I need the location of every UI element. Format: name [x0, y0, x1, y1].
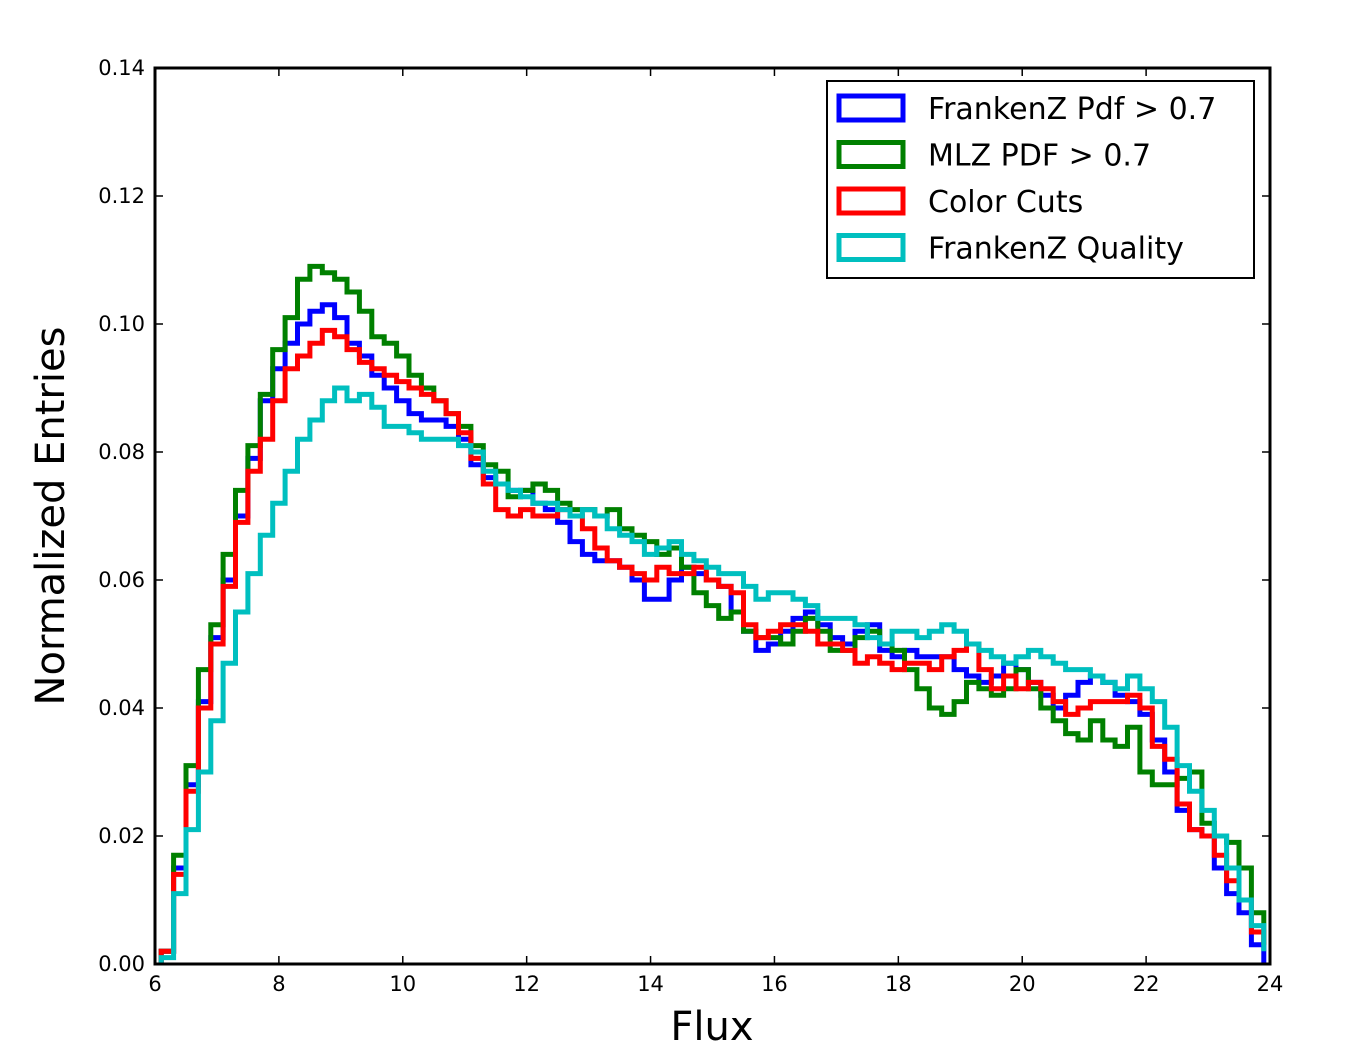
y-tick-label: 0.14: [98, 56, 145, 80]
y-tick-label: 0.06: [98, 568, 145, 592]
x-tick-label: 20: [1009, 972, 1036, 996]
x-tick-label: 10: [389, 972, 416, 996]
plot-frame: [153, 66, 1272, 966]
legend-swatch-1: [836, 93, 906, 123]
legend: FrankenZ Pdf > 0.7 MLZ PDF > 0.7 Color Cut…: [826, 80, 1255, 279]
legend-swatch-3: [836, 186, 906, 216]
y-tick-label: 0.02: [98, 824, 145, 848]
x-axis: 6 8 10 12 14 16 18 20 22 24: [148, 68, 1283, 996]
legend-label-4: FrankenZ Quality: [928, 232, 1184, 267]
x-tick-label: 22: [1133, 972, 1160, 996]
legend-label-3: Color Cuts: [928, 185, 1083, 220]
y-tick-label: 0.12: [98, 184, 145, 208]
legend-box: [826, 80, 1255, 279]
x-tick-label: 16: [761, 972, 788, 996]
series-line-4: [158, 385, 1267, 964]
x-tick-label: 12: [513, 972, 540, 996]
y-axis-title: Normalized Entries: [28, 327, 74, 706]
legend-swatch-4: [836, 233, 906, 262]
legend-label-1: FrankenZ Pdf > 0.7: [928, 92, 1216, 127]
y-axis: 0.00 0.02 0.04 0.06 0.08 0.10 0.12 0.14: [98, 56, 1270, 976]
y-tick-label: 0.00: [98, 952, 145, 976]
legend-label-2: MLZ PDF > 0.7: [928, 139, 1151, 174]
legend-swatch-2: [836, 140, 906, 169]
x-tick-label: 24: [1257, 972, 1284, 996]
x-tick-label: 6: [148, 972, 161, 996]
y-tick-label: 0.10: [98, 312, 145, 336]
x-tick-label: 14: [637, 972, 664, 996]
y-tick-label: 0.08: [98, 440, 145, 464]
x-tick-label: 18: [885, 972, 912, 996]
series-layer: [158, 263, 1267, 964]
x-axis-title: Flux: [670, 1004, 753, 1050]
y-tick-label: 0.04: [98, 696, 145, 720]
series-line-2: [158, 263, 1267, 964]
x-tick-label: 8: [272, 972, 285, 996]
